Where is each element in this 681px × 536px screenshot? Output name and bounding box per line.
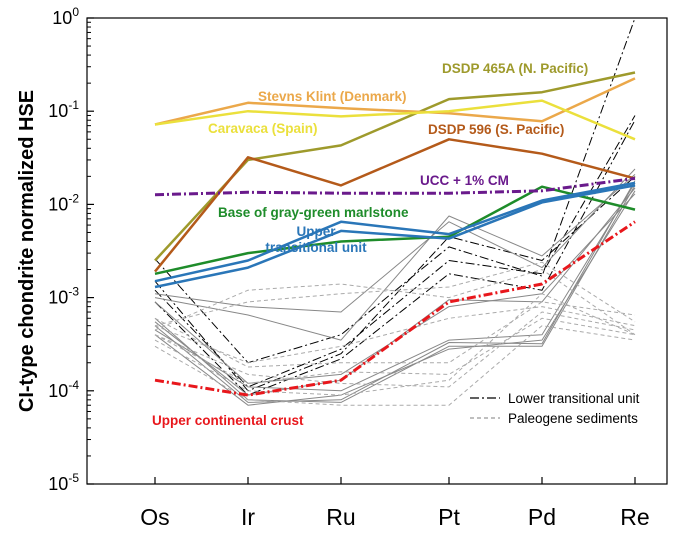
y-tick-label: 10-3 [48,285,79,308]
annotation-label: DSDP 465A (N. Pacific) [442,61,588,76]
series-line-14 [154,174,636,341]
x-tick-label-ru: Ru [326,504,355,530]
annotation-label: DSDP 596 (S. Pacific) [428,122,564,137]
y-axis-label: CI-type chondrite normalized HSE [16,90,38,412]
series-line-16 [154,180,636,403]
series-line-23 [154,311,636,388]
series-line-27 [154,306,636,364]
annotation-label: Upper continental crust [152,413,304,428]
series-line-26 [154,301,636,368]
series-line-20 [154,193,636,384]
y-tick-label: 10-4 [48,378,79,401]
series-line-21 [154,269,636,336]
series-line-7 [154,184,636,289]
series-line-25 [154,293,636,396]
x-tick-label-pd: Pd [528,504,556,530]
plot-frame [86,17,668,485]
series-layer [154,17,636,406]
series-line-2 [154,99,636,141]
series-line-10 [154,115,636,388]
series-line-22 [154,261,636,327]
y-tick-label: 10-1 [48,98,79,121]
y-tick-label: 10-5 [48,471,79,494]
annotation-label: transitional unit [265,240,367,255]
series-line-8 [154,220,636,397]
legend-label: Lower transitional unit [508,391,640,406]
series-line-17 [154,185,636,403]
series-line-5 [154,185,636,276]
series-line-3 [154,138,636,273]
series-line-4 [154,176,636,197]
series-line-13 [154,168,636,313]
x-tick-label-pt: Pt [438,504,460,530]
series-line-24 [154,325,636,406]
series-line-12 [154,175,636,392]
annotation-label: UCC + 1% CM [420,173,509,188]
legend-label: Paleogene sediments [508,411,638,426]
series-line-11 [154,119,636,396]
series-line-6 [154,181,636,283]
annotation-label: Stevns Klint (Denmark) [258,89,407,104]
x-tick-label-ir: Ir [241,504,255,530]
y-tick-label: 100 [52,5,79,28]
annotation-label: Base of gray-green marlstone [218,205,409,220]
y-tick-label: 10-2 [48,191,79,214]
series-line-1 [154,77,636,126]
annotation-label: Caravaca (Spain) [208,121,318,136]
annotation-layer: DSDP 465A (N. Pacific) Stevns Klint (Denm… [152,61,588,428]
series-line-28 [154,317,636,384]
x-tick-label-re: Re [620,504,649,530]
legend: Lower transitional unit Paleogene sedimen… [470,391,640,426]
annotation-label: Upper [296,224,336,239]
x-tick-label-os: Os [140,504,169,530]
axis-layer: 100 10-1 10-2 10-3 10-4 10-5 Os Ir Ru Pt Pd Re [48,5,649,530]
